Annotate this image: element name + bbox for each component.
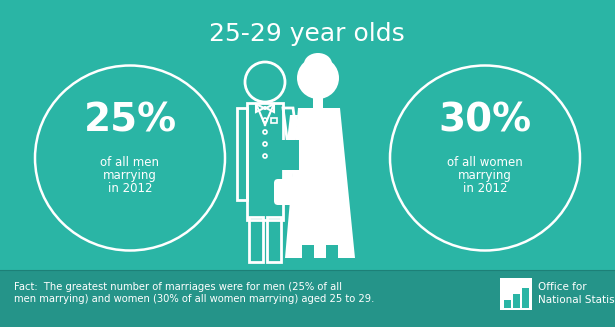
Text: of all women: of all women: [447, 156, 523, 168]
Text: of all men: of all men: [100, 156, 159, 168]
Text: Office for: Office for: [538, 282, 587, 292]
Text: marrying: marrying: [103, 168, 157, 181]
Text: 30%: 30%: [438, 101, 531, 139]
Bar: [313, 96, 323, 108]
Text: Fact:  The greatest number of marriages were for men (25% of all
men marrying) a: Fact: The greatest number of marriages w…: [14, 282, 375, 303]
Bar: [0, 270, 615, 327]
Text: in 2012: in 2012: [462, 181, 507, 195]
Circle shape: [297, 57, 339, 99]
Circle shape: [263, 106, 267, 110]
Text: marrying: marrying: [458, 168, 512, 181]
Bar: [302, 245, 314, 263]
Ellipse shape: [304, 53, 332, 75]
Bar: [271, 118, 277, 123]
Bar: [326, 245, 338, 263]
Text: in 2012: in 2012: [108, 181, 153, 195]
Polygon shape: [282, 115, 298, 185]
Text: 25%: 25%: [84, 101, 177, 139]
FancyBboxPatch shape: [274, 179, 300, 205]
Text: 25-29 year olds: 25-29 year olds: [209, 22, 405, 46]
Bar: [500, 278, 532, 310]
Bar: [513, 294, 520, 308]
Polygon shape: [285, 108, 355, 258]
Text: National Statistics: National Statistics: [538, 295, 615, 305]
Bar: [522, 288, 529, 308]
Bar: [504, 300, 511, 308]
Bar: [281, 140, 299, 170]
